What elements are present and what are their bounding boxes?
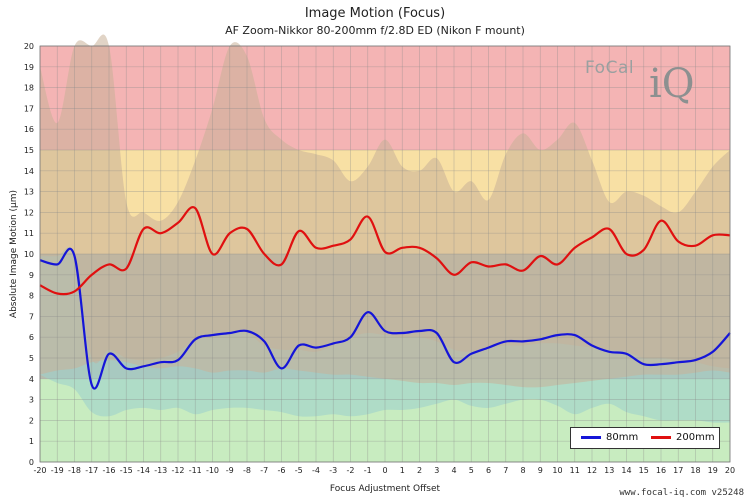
axes	[39, 45, 731, 463]
y-tick-label: 20	[24, 42, 34, 51]
y-tick-label: 4	[29, 375, 34, 384]
y-tick-label: 12	[24, 208, 34, 217]
band-200mm	[40, 34, 730, 388]
x-tick-label: -3	[329, 466, 337, 475]
x-tick-label: 8	[520, 466, 525, 475]
x-tick-label: 4	[451, 466, 456, 475]
x-tick-label: 3	[434, 466, 439, 475]
x-tick-label: 2	[417, 466, 422, 475]
x-tick-label: 7	[503, 466, 508, 475]
footer-credit: www.focal-iq.com v25248	[619, 488, 744, 498]
x-tick-label: -4	[312, 466, 320, 475]
y-tick-label: 0	[29, 458, 34, 467]
x-tick-label: 14	[621, 466, 631, 475]
logo-text: FoCal	[585, 58, 635, 78]
x-tick-label: -13	[154, 466, 167, 475]
y-tick-label: 15	[24, 146, 34, 155]
legend: 80mm 200mm	[570, 427, 720, 449]
y-tick-label: 19	[24, 63, 34, 72]
x-tick-label: -8	[243, 466, 251, 475]
x-tick-label: 11	[570, 466, 580, 475]
variation-bands	[40, 34, 730, 423]
x-tick-label: -16	[102, 466, 115, 475]
legend-swatch-200mm	[651, 435, 671, 439]
x-tick-label: 13	[604, 466, 614, 475]
y-tick-label: 9	[29, 271, 34, 280]
x-tick-label: 17	[673, 466, 683, 475]
x-tick-label: -7	[260, 466, 268, 475]
x-tick-label: 16	[656, 466, 666, 475]
x-tick-label: 6	[486, 466, 491, 475]
x-tick-label: -1	[364, 466, 372, 475]
y-tick-label: 16	[24, 125, 34, 134]
y-tick-label: 1	[29, 437, 34, 446]
x-tick-label: -14	[137, 466, 150, 475]
y-tick-label: 5	[29, 354, 34, 363]
x-tick-label: 18	[690, 466, 700, 475]
y-tick-label: 7	[29, 312, 34, 321]
x-tick-label: -17	[85, 466, 98, 475]
x-tick-label: -9	[226, 466, 234, 475]
chart-subtitle: AF Zoom-Nikkor 80-200mm f/2.8D ED (Nikon…	[225, 24, 525, 37]
x-tick-label: 0	[382, 466, 387, 475]
series-line-80mm	[39, 247, 731, 390]
y-tick-label: 2	[29, 416, 34, 425]
x-tick-label: -18	[68, 466, 81, 475]
legend-item-200mm: 200mm	[651, 432, 715, 444]
y-tick-label: 8	[29, 292, 34, 301]
chart-title: Image Motion (Focus)	[304, 6, 446, 21]
y-tick-label: 13	[24, 188, 34, 197]
focal-iq-logo: FoCal iQ	[585, 54, 715, 114]
x-tick-label: 12	[587, 466, 597, 475]
x-tick-label: -20	[33, 466, 46, 475]
x-tick-label: 20	[725, 466, 735, 475]
x-tick-label: -6	[278, 466, 286, 475]
y-tick-label: 3	[29, 396, 34, 405]
x-tick-label: 10	[552, 466, 562, 475]
y-tick-label: 17	[24, 104, 34, 113]
x-tick-label: -12	[171, 466, 184, 475]
x-tick-label: -5	[295, 466, 303, 475]
y-tick-label: 10	[24, 250, 34, 259]
x-tick-label: -2	[347, 466, 355, 475]
legend-item-80mm: 80mm	[581, 432, 638, 444]
logo-mark: iQ	[649, 61, 695, 107]
legend-label-80mm: 80mm	[606, 432, 639, 443]
x-tick-label: -11	[189, 466, 202, 475]
series-lines	[39, 206, 731, 390]
y-tick-label: 18	[24, 84, 34, 93]
plot-frame	[39, 45, 731, 463]
y-axis-label: Absolute Image Motion (µm)	[9, 189, 19, 319]
x-axis-label: Focus Adjustment Offset	[329, 484, 441, 494]
y-tick-label: 6	[29, 333, 34, 342]
y-tick-label: 11	[24, 229, 34, 238]
legend-label-200mm: 200mm	[676, 432, 715, 443]
series-line-200mm	[39, 206, 731, 296]
x-tick-label: 9	[538, 466, 543, 475]
x-tick-label: 1	[400, 466, 405, 475]
x-tick-label: -19	[51, 466, 64, 475]
y-tick-label: 14	[24, 167, 34, 176]
legend-swatch-80mm	[581, 435, 601, 439]
x-tick-label: 5	[469, 466, 474, 475]
x-tick-label: 19	[708, 466, 718, 475]
zone-red	[40, 46, 730, 150]
x-tick-labels: -20 -19 -18 -17 -16 -15 -14 -13 -12 -11 -10 -9 -8 -7-…	[33, 466, 735, 475]
x-tick-label: 15	[639, 466, 649, 475]
x-tick-label: -10	[206, 466, 219, 475]
x-tick-label: -15	[120, 466, 133, 475]
